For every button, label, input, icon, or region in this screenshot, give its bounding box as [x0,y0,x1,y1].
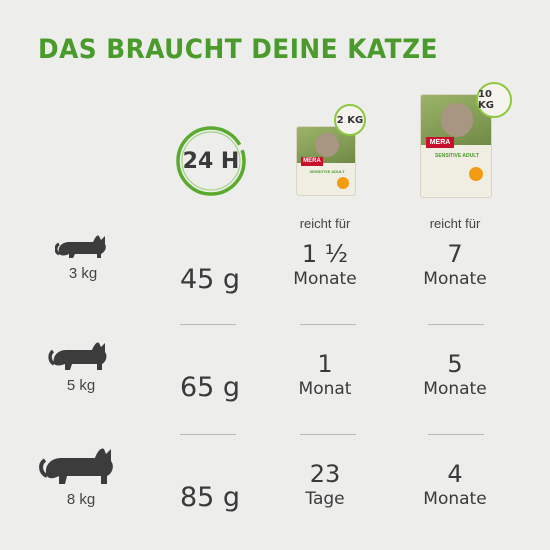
size-badge-2kg: 2 KG [334,104,366,136]
daily-amount: 85 g [179,482,241,513]
page-title: DAS BRAUCHT DEINE KATZE [38,34,438,65]
package-brand-logo: MERA [426,137,454,148]
cat-large-icon [39,448,113,484]
divider [428,434,484,435]
circle-icon [176,126,246,196]
duration-unit: Monate [423,379,487,399]
duration-10kg: 5 Monate [415,350,495,400]
daily-amount: 45 g [179,264,241,295]
duration-value: 4 [447,460,463,488]
duration-unit: Monate [423,269,487,289]
package-variant: SENSITIVE ADULT [309,169,345,174]
cat-small-icon [54,235,106,258]
duration-value: 23 [309,460,341,488]
table-row: 3 kg [48,232,118,282]
daily-amount: 65 g [179,372,241,403]
duration-unit: Tage [305,489,345,509]
duration-unit: Monate [423,489,487,509]
package-variant: SENSITIVE ADULT [435,153,479,159]
duration-unit: Monat [298,379,352,399]
badge-label: 24 H [182,148,240,174]
package-bag-image: MERA SENSITIVE ADULT [296,126,356,196]
duration-value: 1 [317,350,333,378]
duration-value: 5 [447,350,463,378]
size-badge-10kg: 10 KG [476,82,512,118]
reicht-label-10kg: reicht für [429,216,481,231]
duration-2kg: 23 Tage [285,460,365,510]
duration-unit: Monate [293,269,357,289]
divider [180,324,236,325]
package-2kg: MERA SENSITIVE ADULT 2 KG [296,102,376,198]
cat-weight: 8 kg [66,491,96,508]
cat-medium-icon [48,342,107,370]
package-10kg: MERA SENSITIVE ADULT 10 KG [420,82,520,200]
table-row: 5 kg [44,338,118,394]
divider [300,434,356,435]
cat-weight: 5 kg [66,377,96,394]
duration-value: 7 [447,240,463,268]
divider [300,324,356,325]
package-brand-logo: MERA [301,157,323,166]
cat-weight: 3 kg [68,265,98,282]
package-bag-image: MERA SENSITIVE ADULT [420,94,492,198]
daily-badge: 24 H [172,122,250,200]
duration-10kg: 4 Monate [415,460,495,510]
duration-10kg: 7 Monate [415,240,495,290]
table-row: 8 kg [36,444,126,508]
duration-2kg: 1 Monat [285,350,365,400]
reicht-label-2kg: reicht für [299,216,351,231]
divider [180,434,236,435]
duration-value: 1 ½ [301,240,349,268]
divider [428,324,484,325]
duration-2kg: 1 ½ Monate [285,240,365,290]
